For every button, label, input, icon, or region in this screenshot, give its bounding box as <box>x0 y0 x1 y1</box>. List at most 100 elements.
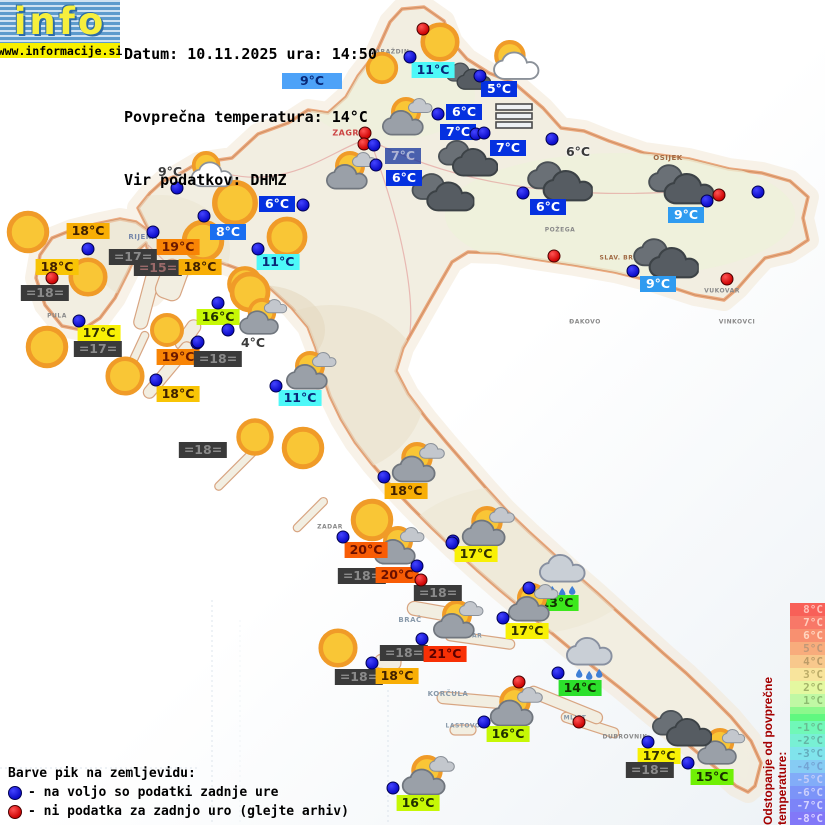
temperature-deviation-scale: 8°C 7°C 6°C 5°C 4°C 3°C 2°C 1°C -1°C -2°C -3°C -4°C… <box>790 603 825 825</box>
station-dot-red <box>416 22 430 36</box>
station-dot-blue <box>641 735 655 749</box>
cloud-dark-icon <box>434 134 498 182</box>
scale-cell: 1°C <box>790 694 825 707</box>
sun-icon <box>332 490 412 550</box>
sun-cloud-icon <box>453 503 520 553</box>
station-dot-blue <box>81 242 95 256</box>
scale-cell: 6°C <box>790 629 825 642</box>
temperature-label: 18°C <box>35 259 79 275</box>
temperature-label: 5°C <box>481 81 517 97</box>
station-dot-blue <box>516 186 530 200</box>
sun-icon <box>7 317 87 377</box>
legend-item-blue: - na voljo so podatki zadnje ure <box>8 783 349 802</box>
temperature-label: 19°C <box>156 349 200 365</box>
scale-cell <box>790 707 825 714</box>
temperature-label: =18= <box>334 669 384 685</box>
temperature-label: 9°C <box>282 73 342 89</box>
map-city-label: ZAGREB <box>332 128 372 138</box>
temperature-label: 9°C <box>640 276 676 292</box>
scale-cell: 3°C <box>790 668 825 681</box>
temperature-label: 17°C <box>77 325 121 341</box>
scale-cell: -8°C <box>790 812 825 825</box>
station-dot-blue <box>681 756 695 770</box>
station-dot-blue <box>386 781 400 795</box>
temperature-label: 17°C <box>637 748 681 764</box>
cloud-rain-icon <box>558 635 622 683</box>
station-dot-blue <box>551 666 565 680</box>
station-dot-blue <box>473 69 487 83</box>
temperature-label: 17°C <box>505 623 549 639</box>
map-city-label: VARAŽDIN <box>370 48 410 56</box>
temperature-label: 6°C <box>446 104 482 120</box>
station-dot-blue <box>146 225 160 239</box>
legend-item-blue-text: - na voljo so podatki zadnje ure <box>28 785 279 800</box>
temperature-label: =18= <box>193 351 243 367</box>
station-dot-blue <box>296 198 310 212</box>
temperature-label: 16°C <box>396 795 440 811</box>
station-dot-blue <box>522 581 536 595</box>
temperature-label: 19°C <box>156 239 200 255</box>
site-logo-text: info <box>13 0 107 43</box>
station-dot-blue <box>403 50 417 64</box>
scale-cell: -7°C <box>790 799 825 812</box>
legend-item-red: - ni podatka za zadnjo uro (glejte arhiv… <box>8 802 349 821</box>
legend-title: Barve pik na zemljevidu: <box>8 766 196 781</box>
scale-cell: 5°C <box>790 642 825 655</box>
site-logo[interactable]: info <box>0 0 120 43</box>
sun-icon <box>0 202 68 262</box>
sun-cloud-icon <box>383 439 450 489</box>
temperature-label: 16°C <box>486 726 530 742</box>
header-date-line: Datum: 10.11.2025 ura: 14:50 <box>124 45 377 63</box>
header-avg-temp-line: Povprečna temperatura: 14°C <box>124 108 368 126</box>
sun-cloud-icon <box>425 597 489 645</box>
station-dot-blue <box>410 559 424 573</box>
station-dot-blue <box>751 185 765 199</box>
sun-cloud-icon <box>393 752 460 802</box>
site-url-banner[interactable]: www.informacije.si <box>0 43 123 58</box>
station-dot-blue <box>221 323 235 337</box>
scale-cell: -5°C <box>790 773 825 786</box>
temperature-label: 17°C <box>454 546 498 562</box>
map-header: Datum: 10.11.2025 ura: 14:50 Povprečna t… <box>124 2 377 233</box>
temperature-label: 14°C <box>558 680 602 696</box>
sun-cloud-icon <box>690 725 751 771</box>
map-city-label: KORČULA <box>427 690 469 698</box>
station-dot-blue <box>191 335 205 349</box>
map-city-label: BRAČ <box>398 616 422 624</box>
sun-cloud-white-icon <box>178 148 239 194</box>
temperature-label: 21°C <box>423 646 467 662</box>
temperature-label: 7°C <box>385 148 421 164</box>
map-city-label: PULA <box>47 312 67 320</box>
map-city-label: VINKOVCI <box>718 318 756 326</box>
station-dot-red <box>572 715 586 729</box>
sun-icon <box>220 411 290 464</box>
map-city-label: DUBROVNIK <box>602 733 648 741</box>
header-source-line: Vir podatkov: DHMZ <box>124 171 287 189</box>
cloud-rain-icon <box>531 552 595 600</box>
sun-cloud-icon <box>232 295 293 341</box>
temperature-label: =18= <box>337 568 387 584</box>
station-dot-blue <box>700 194 714 208</box>
station-dot-blue <box>626 264 640 278</box>
scale-cell: -4°C <box>790 760 825 773</box>
temperature-label: 20°C <box>375 567 419 583</box>
temperature-label: 11°C <box>256 254 300 270</box>
temperature-label: 18°C <box>66 223 110 239</box>
station-dot-blue <box>477 715 491 729</box>
temperature-label: 4°C <box>240 335 266 350</box>
scale-cell <box>790 714 825 721</box>
station-dot-red <box>712 188 726 202</box>
station-dot-red <box>547 249 561 263</box>
map-city-label: VUKOVAR <box>704 287 740 295</box>
sun-cloud-white-icon <box>478 37 545 87</box>
sun-cloud-icon <box>374 94 438 142</box>
temperature-label: 9°C <box>668 207 704 223</box>
temperature-label: =18= <box>625 762 675 778</box>
station-dot-red <box>720 272 734 286</box>
station-dot-blue <box>365 656 379 670</box>
station-dot-blue <box>367 138 381 152</box>
sun-icon <box>192 171 278 236</box>
scale-cell: 8°C <box>790 603 825 616</box>
station-dot-red <box>414 573 428 587</box>
red-dot-icon <box>8 804 22 819</box>
